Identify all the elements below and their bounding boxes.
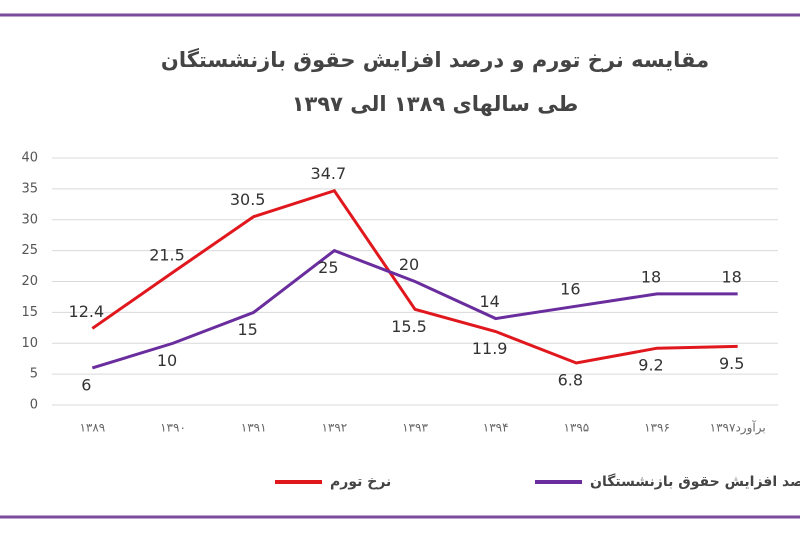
x-tick-label: برآورد۱۳۹۷ [710,420,766,436]
data-label: 9.5 [719,354,744,373]
legend-label: نرخ تورم [330,474,391,490]
data-label: 11.9 [472,339,508,358]
y-tick-label: 25 [21,243,38,258]
data-label: 6.8 [558,371,583,390]
x-tick-label: ۱۳۹۳ [402,421,428,435]
y-tick-label: 5 [30,367,38,382]
data-label: 34.7 [311,164,347,183]
series-line [91,248,738,370]
data-label: 30.5 [230,190,266,209]
series-line [91,188,738,365]
data-label: 6 [81,375,91,394]
data-label: 14 [479,292,499,311]
data-label: 18 [641,267,661,286]
x-tick-label: ۱۳۹۲ [321,421,347,435]
y-tick-label: 15 [21,305,38,320]
y-tick-label: 40 [21,151,38,166]
x-tick-label: ۱۳۹۴ [483,421,509,435]
data-label: 20 [399,255,419,274]
x-tick-label: ۱۳۹۱ [241,421,267,435]
data-label: 12.4 [69,302,105,321]
y-tick-label: 30 [21,212,38,227]
x-tick-label: ۱۳۹۰ [160,421,186,435]
data-label: 18 [721,267,741,286]
data-label: 16 [560,280,580,299]
data-label: 9.2 [638,356,663,375]
y-tick-label: 20 [21,274,38,289]
data-label: 25 [318,258,338,277]
data-label: 15.5 [391,317,427,336]
data-label: 10 [157,351,177,370]
x-tick-label: ۱۳۸۹ [79,421,105,435]
chart-title: مقایسه نرخ تورم و درصد افزایش حقوق بازنش… [160,48,710,116]
y-tick-label: 0 [30,398,38,413]
x-tick-label: ۱۳۹۵ [563,421,589,435]
y-tick-label: 35 [21,181,38,196]
data-label: 15 [237,320,257,339]
data-label: 21.5 [149,246,185,265]
legend-label: درصد افزایش حقوق بازنشستگان [590,473,800,490]
x-tick-label: ۱۳۹۶ [644,421,670,435]
y-tick-label: 10 [21,336,38,351]
